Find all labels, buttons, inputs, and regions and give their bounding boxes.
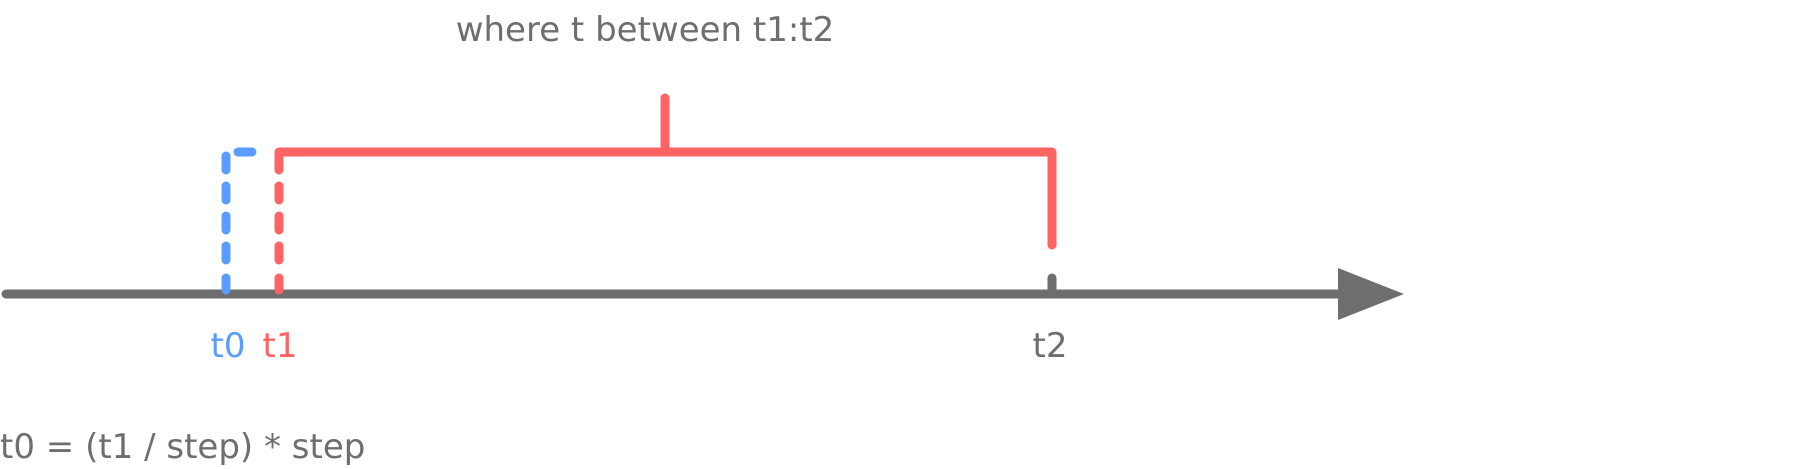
- t0-dashed-bracket: [221, 147, 268, 265]
- t0-label: t0: [211, 326, 246, 366]
- time-axis: [1, 268, 1404, 320]
- time-axis-arrowhead: [1338, 268, 1404, 320]
- t0-marker: [221, 147, 268, 295]
- t1-t2-range-bracket: [274, 93, 1057, 250]
- range-bracket-line: [274, 147, 1057, 250]
- t2-label: t2: [1033, 326, 1068, 366]
- diagram-title: where t between t1:t2: [456, 10, 835, 50]
- formula-text: t0 = (t1 / step) * step: [0, 427, 365, 467]
- t1-label: t1: [263, 326, 298, 366]
